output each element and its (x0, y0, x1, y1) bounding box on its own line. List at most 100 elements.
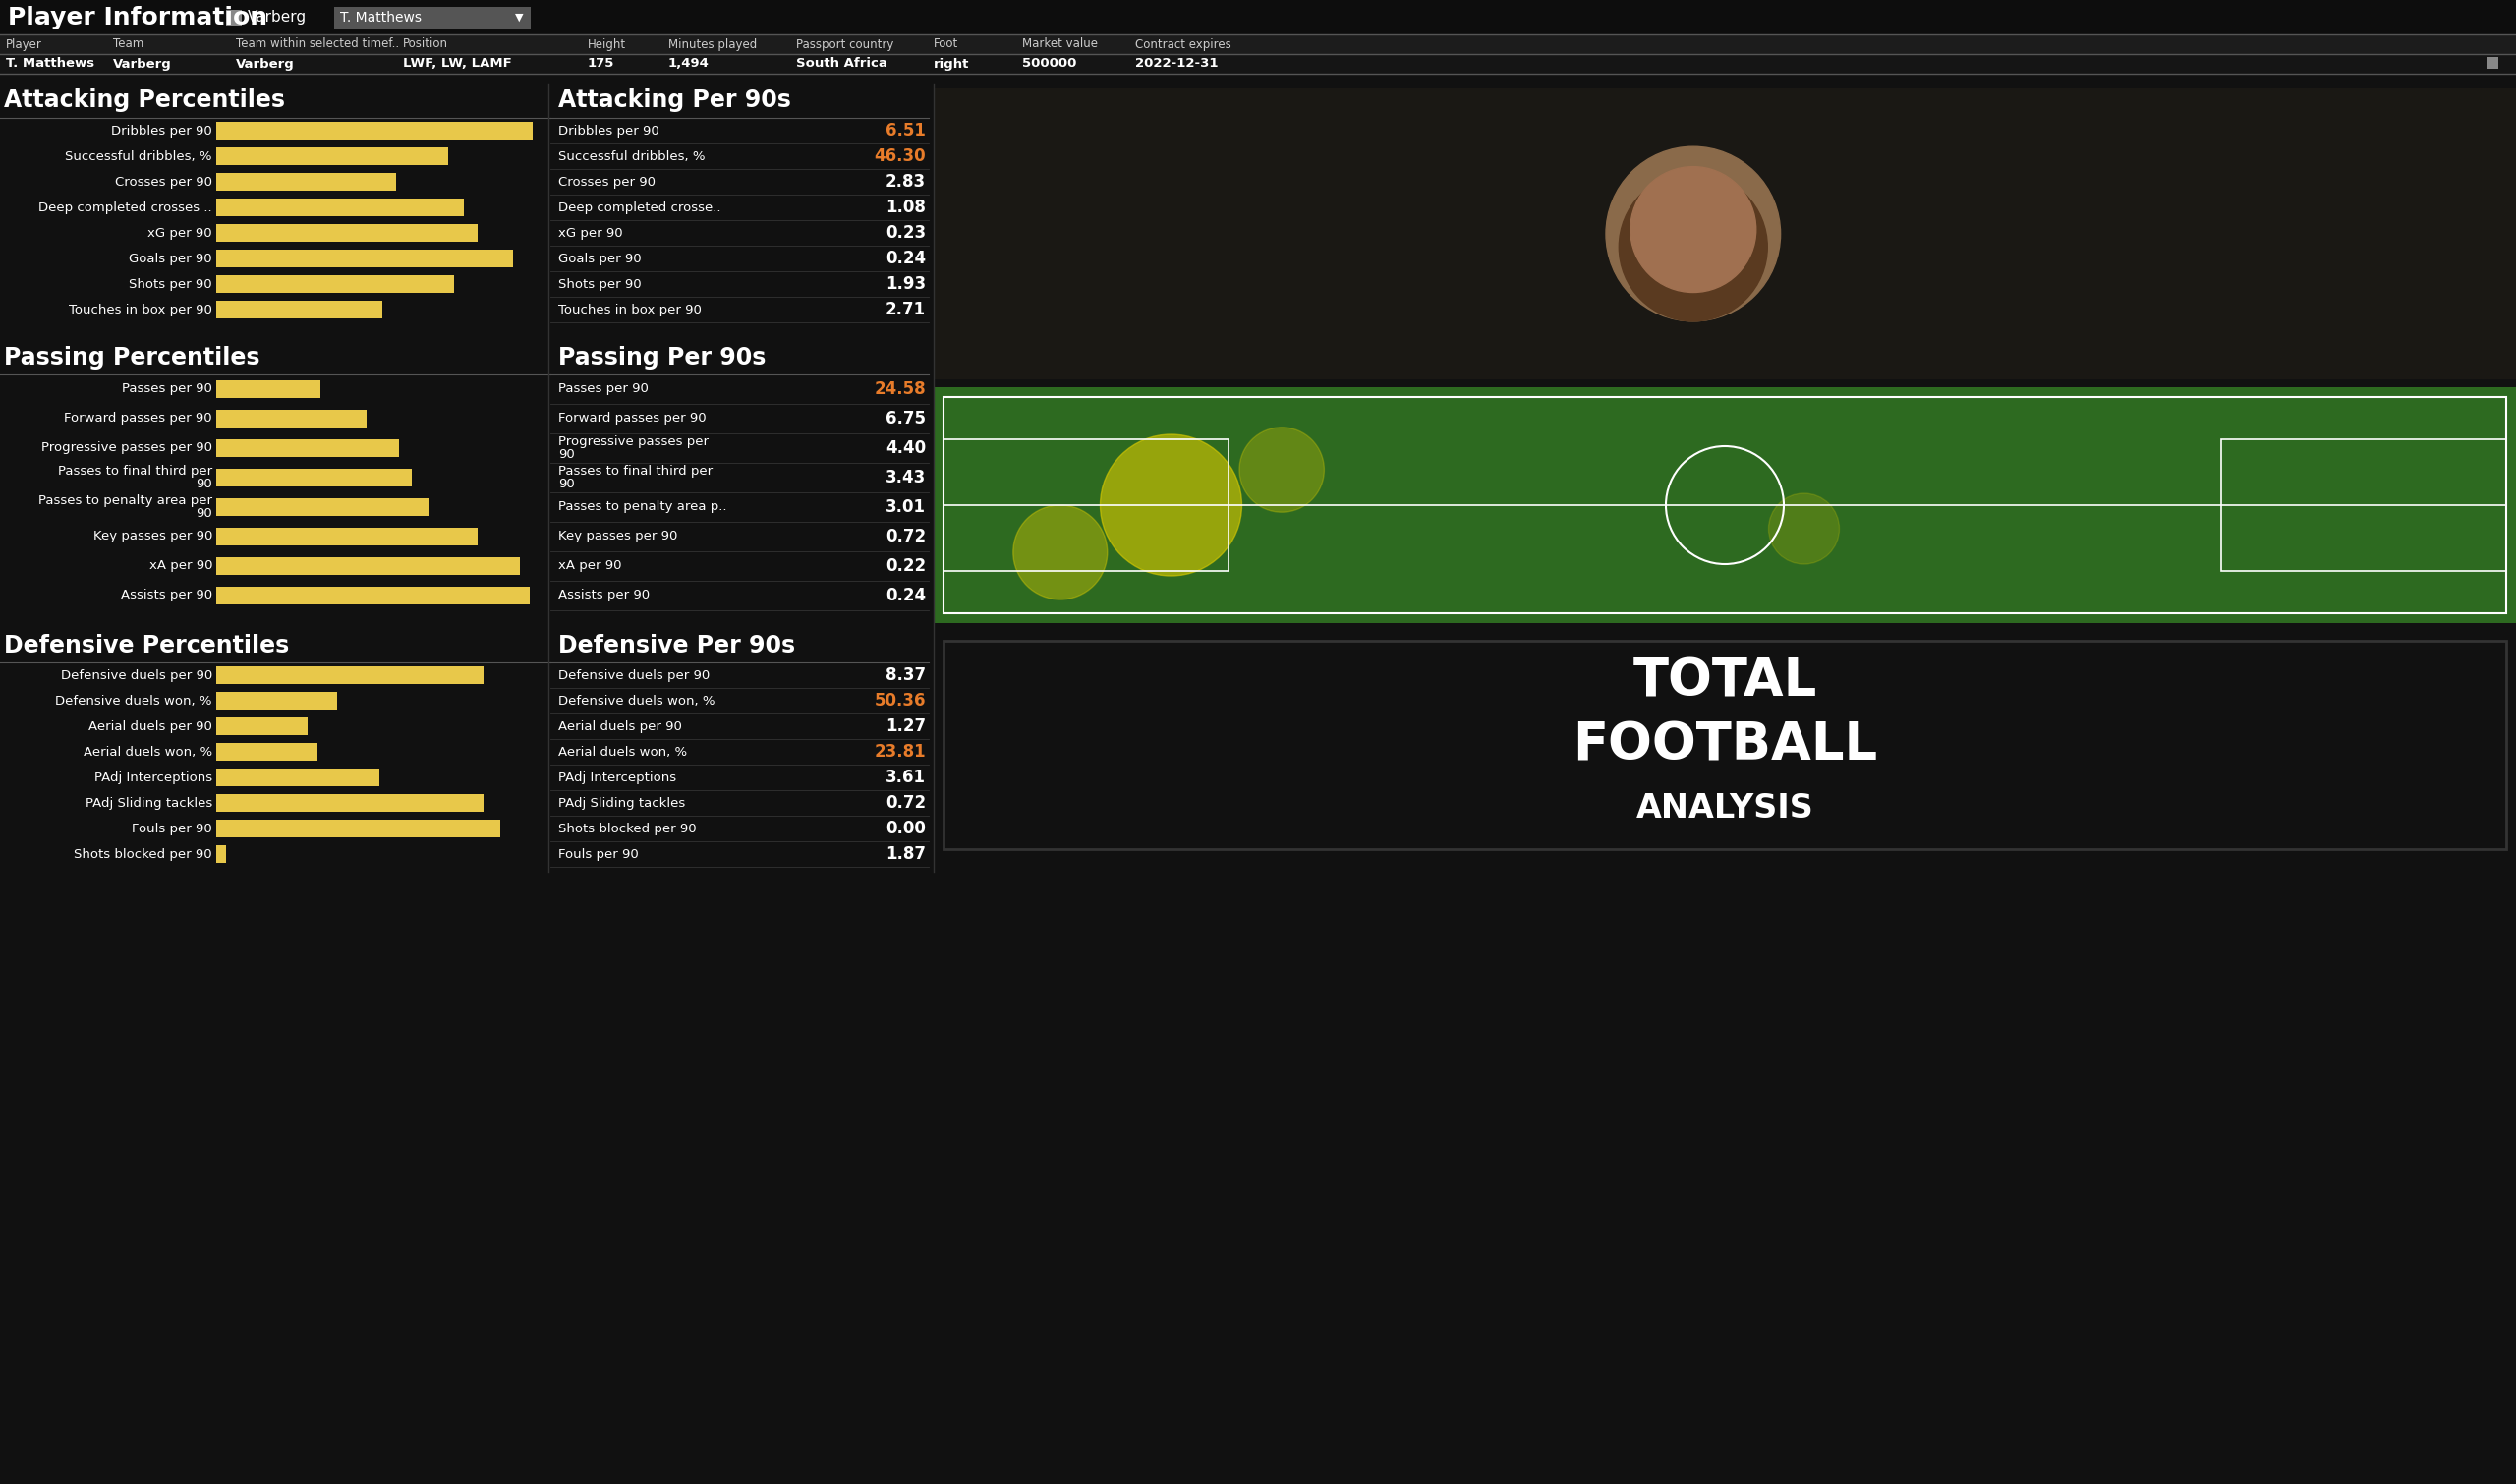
Text: Height: Height (589, 37, 626, 50)
Text: Crosses per 90: Crosses per 90 (116, 175, 211, 188)
Bar (216, 556, 521, 574)
Text: 3.01: 3.01 (886, 499, 926, 516)
Text: 0.72: 0.72 (886, 528, 926, 546)
Bar (216, 380, 320, 398)
Text: Varberg: Varberg (113, 58, 171, 70)
Bar (216, 743, 317, 761)
Bar (226, 10, 242, 25)
Text: Foot: Foot (933, 37, 959, 50)
Circle shape (1769, 493, 1839, 564)
Text: 2.71: 2.71 (886, 301, 926, 319)
Text: Aerial duels won, %: Aerial duels won, % (83, 745, 211, 758)
Text: Progressive passes per: Progressive passes per (559, 436, 710, 448)
Bar (216, 439, 400, 457)
Text: Defensive duels won, %: Defensive duels won, % (55, 695, 211, 706)
Text: Passes to final third per: Passes to final third per (559, 466, 712, 478)
Circle shape (1630, 166, 1756, 292)
Text: Varberg: Varberg (247, 10, 307, 25)
Text: Key passes per 90: Key passes per 90 (93, 530, 211, 543)
Bar (944, 484, 1339, 613)
Text: Touches in box per 90: Touches in box per 90 (559, 303, 702, 316)
Text: 90: 90 (196, 506, 211, 519)
Text: xA per 90: xA per 90 (559, 559, 621, 573)
Text: 175: 175 (589, 58, 614, 70)
Text: Assists per 90: Assists per 90 (559, 589, 649, 603)
Text: Position: Position (403, 37, 448, 50)
Bar (2222, 439, 2506, 571)
Text: Dribbles per 90: Dribbles per 90 (111, 125, 211, 137)
Text: Progressive passes per 90: Progressive passes per 90 (40, 442, 211, 454)
Bar (216, 666, 483, 684)
Text: Shots per 90: Shots per 90 (128, 278, 211, 291)
Text: 1.87: 1.87 (886, 846, 926, 862)
Text: 24.58: 24.58 (873, 380, 926, 398)
Bar (216, 586, 528, 604)
Text: Defensive duels per 90: Defensive duels per 90 (60, 669, 211, 681)
Bar (216, 224, 478, 242)
Bar (944, 641, 2506, 849)
Text: Shots blocked per 90: Shots blocked per 90 (559, 822, 697, 835)
Text: 0.23: 0.23 (886, 224, 926, 242)
Text: Attacking Per 90s: Attacking Per 90s (559, 89, 790, 113)
Text: Team within selected timef..: Team within selected timef.. (237, 37, 400, 50)
Text: 1.27: 1.27 (886, 717, 926, 735)
Text: 0.24: 0.24 (886, 586, 926, 604)
Text: 6.51: 6.51 (886, 122, 926, 139)
Text: 500000: 500000 (1021, 58, 1077, 70)
Text: Defensive Per 90s: Defensive Per 90s (559, 634, 795, 657)
Text: Deep completed crosse..: Deep completed crosse.. (559, 200, 722, 214)
Text: Aerial duels won, %: Aerial duels won, % (559, 745, 687, 758)
Text: Successful dribbles, %: Successful dribbles, % (559, 150, 704, 163)
Text: 0.00: 0.00 (886, 819, 926, 837)
Text: 46.30: 46.30 (873, 147, 926, 165)
Text: Key passes per 90: Key passes per 90 (559, 530, 677, 543)
Text: PAdj Interceptions: PAdj Interceptions (559, 772, 677, 784)
Bar (216, 528, 478, 546)
Text: FOOTBALL: FOOTBALL (1572, 720, 1877, 770)
Text: Touches in box per 90: Touches in box per 90 (68, 303, 211, 316)
Text: Dribbles per 90: Dribbles per 90 (559, 125, 659, 137)
Bar (216, 769, 380, 787)
Text: 6.75: 6.75 (886, 410, 926, 427)
Circle shape (1618, 172, 1766, 321)
Text: xA per 90: xA per 90 (148, 559, 211, 573)
Text: Deep completed crosses ..: Deep completed crosses .. (38, 200, 211, 214)
Bar (216, 717, 307, 735)
Text: Attacking Percentiles: Attacking Percentiles (5, 89, 284, 113)
Text: Passport country: Passport country (795, 37, 893, 50)
Text: 0.22: 0.22 (886, 556, 926, 574)
Text: Passes to final third per: Passes to final third per (58, 466, 211, 478)
Text: Varberg: Varberg (237, 58, 294, 70)
Text: 90: 90 (559, 478, 574, 490)
Text: PAdj Sliding tackles: PAdj Sliding tackles (559, 797, 684, 809)
Text: Player: Player (5, 37, 43, 50)
Text: ▼: ▼ (516, 12, 523, 22)
Bar (944, 398, 2506, 613)
Bar (216, 199, 463, 217)
Text: 0.72: 0.72 (886, 794, 926, 812)
Bar (216, 819, 501, 837)
Text: Passing Percentiles: Passing Percentiles (5, 346, 259, 370)
Text: 1.93: 1.93 (886, 275, 926, 292)
Bar (216, 499, 428, 516)
Bar (216, 122, 533, 139)
Text: Forward passes per 90: Forward passes per 90 (559, 413, 707, 424)
Text: Fouls per 90: Fouls per 90 (559, 847, 639, 861)
Bar (0, 53, 2516, 74)
Text: 2.83: 2.83 (886, 174, 926, 190)
Text: PAdj Interceptions: PAdj Interceptions (93, 772, 211, 784)
Text: 90: 90 (196, 478, 211, 490)
Text: 1,494: 1,494 (669, 58, 710, 70)
Circle shape (1014, 505, 1107, 600)
Text: T. Matthews: T. Matthews (5, 58, 96, 70)
Text: 23.81: 23.81 (873, 743, 926, 761)
Text: 1.08: 1.08 (886, 199, 926, 217)
Text: Crosses per 90: Crosses per 90 (559, 175, 657, 188)
Bar (216, 147, 448, 165)
Bar (933, 89, 2516, 380)
Bar (216, 794, 483, 812)
Bar (216, 469, 413, 487)
Text: Passes per 90: Passes per 90 (559, 383, 649, 396)
Text: Goals per 90: Goals per 90 (128, 252, 211, 264)
Bar (216, 249, 513, 267)
